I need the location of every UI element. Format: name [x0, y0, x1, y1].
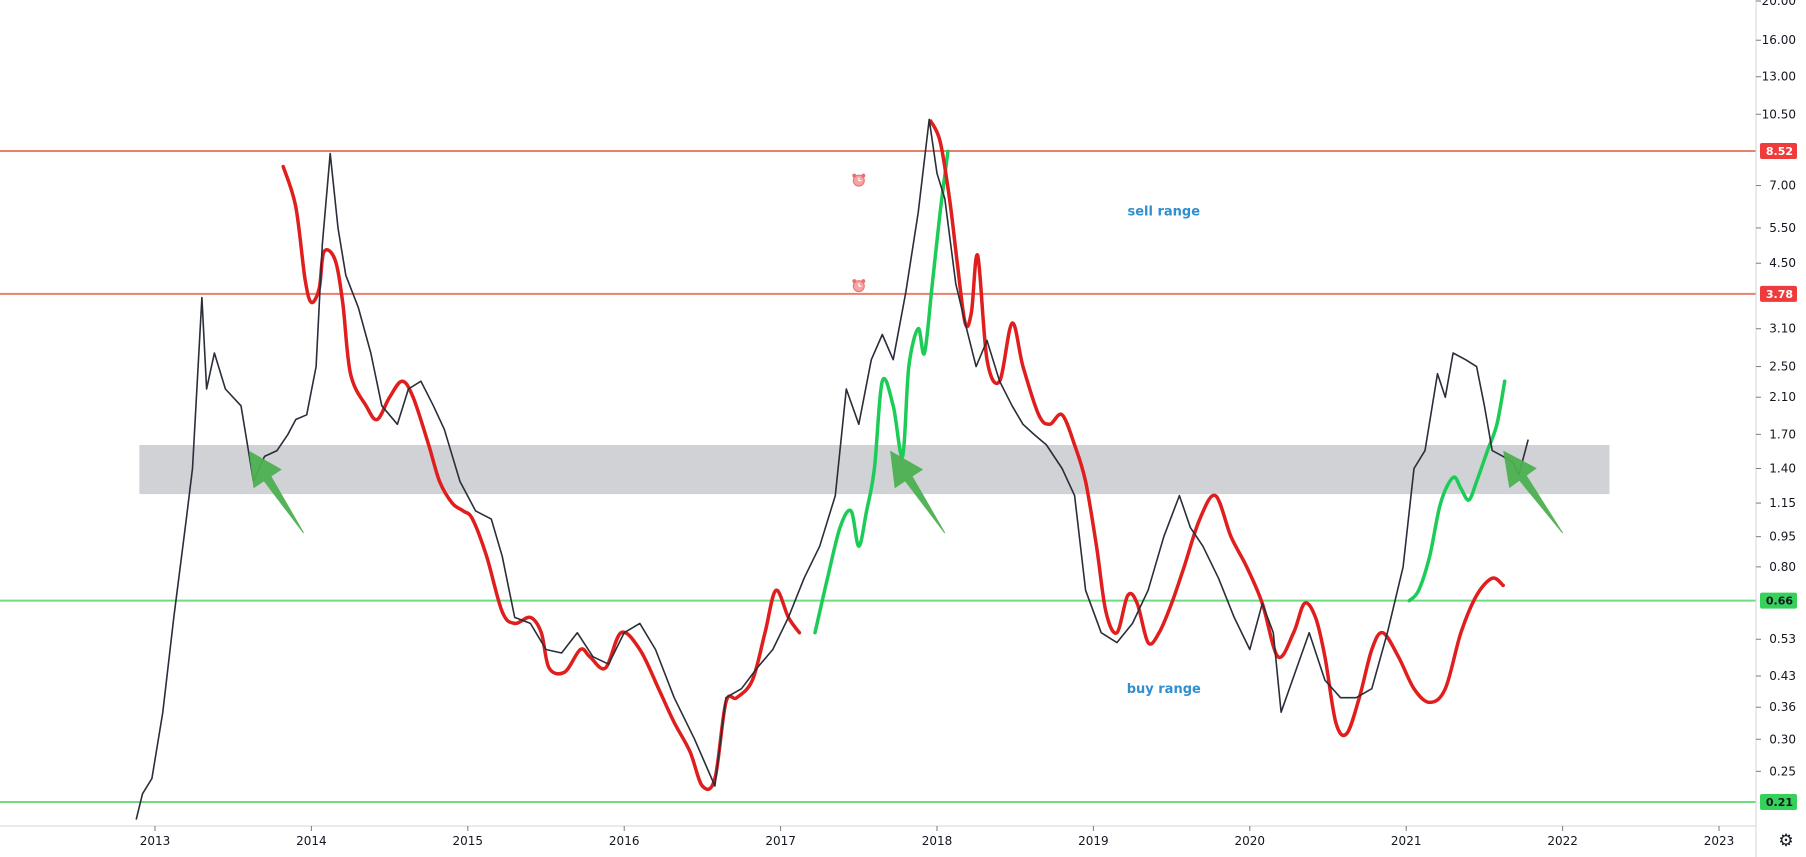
y-tick-label: 1.40: [1769, 461, 1796, 475]
price-series-line: [135, 118, 1529, 820]
y-tick-label: 4.50: [1769, 256, 1796, 270]
y-tick-label: 16.00: [1762, 33, 1796, 47]
x-ticks: 2013 2014 2015 2016 2017 2018 2019 2020 2021 2022…: [140, 826, 1735, 848]
x-tick-label: 2013: [140, 834, 171, 848]
x-tick-label: 2015: [453, 834, 484, 848]
price-badge-label: 8.52: [1766, 145, 1793, 158]
price-badge-0.66: [1760, 592, 1797, 609]
annotation-1: buy range: [1127, 682, 1201, 697]
price-badge-0.21: [1760, 794, 1797, 810]
price-badge-label: 0.21: [1766, 796, 1793, 809]
price-line: [135, 118, 1529, 820]
y-tick-label: 1.70: [1769, 427, 1796, 441]
y-tick-label: 0.43: [1769, 669, 1796, 683]
overlay-segment-0: [281, 164, 802, 792]
x-tick-label: 2021: [1391, 834, 1422, 848]
y-tick-label: 20.00: [1762, 0, 1796, 8]
y-tick-label: 7.00: [1769, 179, 1796, 193]
y-ticks: 20.00 16.00 13.00 10.50 7.00 5.50 4.50 3.10 2.50…: [1756, 0, 1796, 778]
arrows: [248, 450, 1563, 534]
x-tick-label: 2014: [296, 834, 327, 848]
y-tick-label: 0.36: [1769, 700, 1796, 714]
y-tick-label: 0.30: [1769, 732, 1796, 746]
x-tick-label: 2019: [1078, 834, 1109, 848]
y-tick-label: 5.50: [1769, 221, 1796, 235]
price-badge-label: 3.78: [1766, 288, 1793, 301]
x-tick-label: 2017: [765, 834, 796, 848]
x-tick-label: 2018: [922, 834, 953, 848]
y-tick-label: 2.10: [1769, 390, 1796, 404]
price-badge-label: 0.66: [1766, 595, 1793, 608]
annotations: sell range buy range: [852, 173, 1201, 697]
arrow-1: [890, 450, 946, 534]
y-tick-label: 0.80: [1769, 560, 1796, 574]
alarm-clock-icon[interactable]: [852, 173, 866, 187]
gear-icon[interactable]: ⚙: [1778, 831, 1794, 851]
y-tick-label: 2.50: [1769, 360, 1796, 374]
y-tick-label: 13.00: [1762, 70, 1796, 84]
overlay-curves: [281, 119, 1507, 792]
annotation-0: sell range: [1127, 205, 1200, 220]
arrow-0: [248, 450, 304, 534]
x-tick-label: 2022: [1547, 834, 1578, 848]
overlay-segment-2: [928, 119, 1505, 738]
x-tick-label: 2016: [609, 834, 640, 848]
x-tick-label: 2023: [1704, 834, 1735, 848]
axes: [0, 0, 1757, 857]
y-tick-label: 0.95: [1769, 530, 1796, 544]
price-badge-3.78: [1760, 285, 1797, 302]
alarm-clock-icon[interactable]: [852, 279, 866, 293]
arrow-2: [1503, 450, 1563, 534]
y-tick-label: 1.15: [1769, 496, 1796, 510]
x-tick-label: 2020: [1235, 834, 1266, 848]
price-badges: 8.52 3.78 0.66 0.21: [1760, 143, 1797, 810]
overlay-segment-1: [813, 149, 950, 635]
y-tick-label: 10.50: [1762, 107, 1796, 121]
y-tick-label: 0.53: [1769, 632, 1796, 646]
y-tick-label: 0.25: [1769, 764, 1796, 778]
price-badge-8.52: [1760, 143, 1797, 159]
horizontal-levels: [0, 150, 1756, 803]
y-tick-label: 3.10: [1769, 322, 1796, 336]
